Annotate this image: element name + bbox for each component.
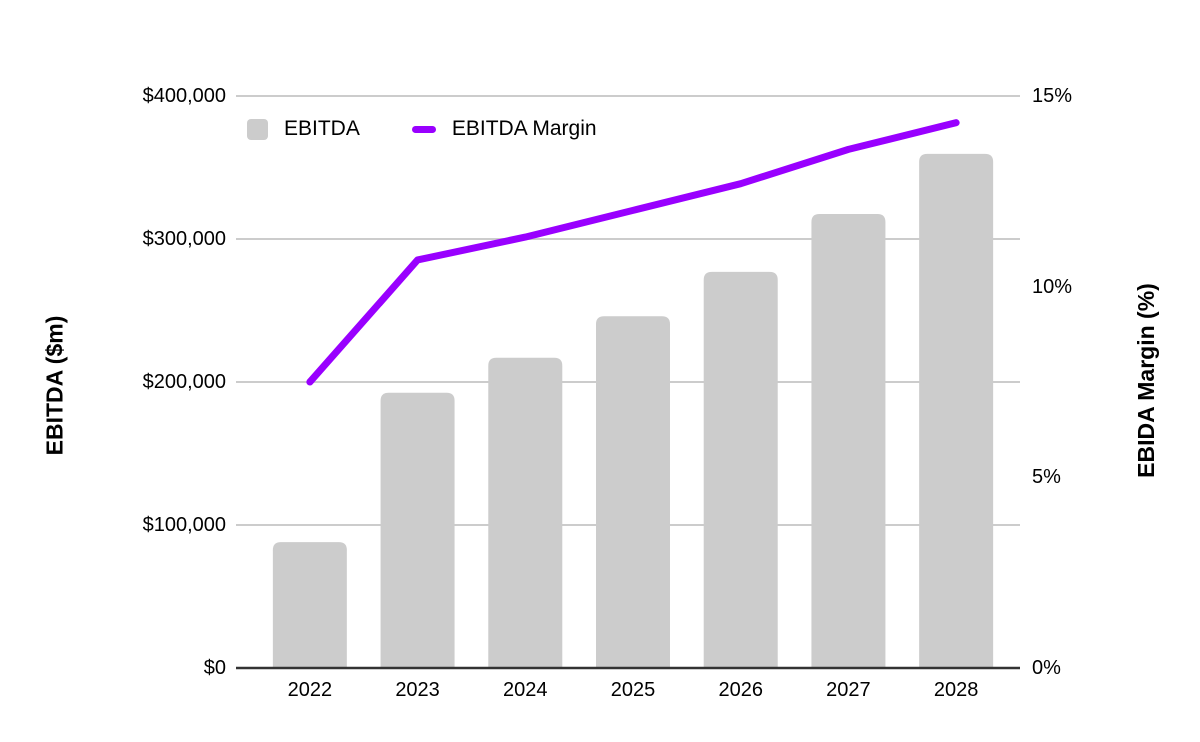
- right-axis-tick-10pct: 10%: [1032, 275, 1073, 298]
- ebitda-bar-2024: [488, 357, 563, 668]
- x-axis-tick-2026: 2026: [718, 679, 763, 701]
- x-axis-tick-2028: 2028: [933, 679, 979, 701]
- ebitda-margin-line: [306, 119, 960, 386]
- ebitda-bar-2025: [596, 316, 670, 668]
- ebitda-bar-2026: [703, 271, 778, 668]
- legend: EBITDA EBITDA Margin: [247, 116, 597, 142]
- x-axis-tick-2023: 2023: [395, 679, 440, 701]
- left-axis-tick-200000: $200,000: [142, 371, 226, 393]
- ebitda-bar-2023: [380, 392, 455, 668]
- ebitda-bar-2027: [811, 213, 886, 668]
- x-axis-tick-2027: 2027: [826, 679, 871, 701]
- ebitda-margin-line-swatch-icon: [411, 125, 436, 133]
- left-axis-tick-300000: $300,000: [142, 228, 226, 250]
- ebitda-bar-swatch-icon: [247, 118, 268, 140]
- legend-label-ebitda: EBITDA: [284, 117, 360, 140]
- left-axis-tick-100000: $100,000: [142, 514, 226, 536]
- legend-label-ebitda-margin: EBITDA Margin: [451, 117, 597, 140]
- right-axis-title: EBIDA Margin (%): [1132, 282, 1159, 478]
- left-axis-tick-0: $0: [203, 657, 226, 679]
- legend-item-ebitda-margin: EBITDA Margin: [411, 116, 597, 142]
- left-axis-tick-400000: $400,000: [142, 85, 226, 107]
- left-axis-title: EBITDA ($m): [41, 315, 68, 455]
- legend-item-ebitda: EBITDA: [247, 116, 360, 142]
- right-axis-tick-5pct: 5%: [1032, 466, 1061, 489]
- x-axis-tick-2024: 2024: [503, 679, 548, 701]
- right-axis-tick-0pct: 0%: [1032, 657, 1061, 679]
- right-axis-tick-15pct: 15%: [1032, 85, 1073, 107]
- x-axis-tick-2025: 2025: [610, 679, 656, 701]
- x-axis-tick-2022: 2022: [287, 679, 333, 701]
- ebitda-bar-2028: [919, 153, 994, 669]
- ebitda-bar-2022: [272, 542, 347, 668]
